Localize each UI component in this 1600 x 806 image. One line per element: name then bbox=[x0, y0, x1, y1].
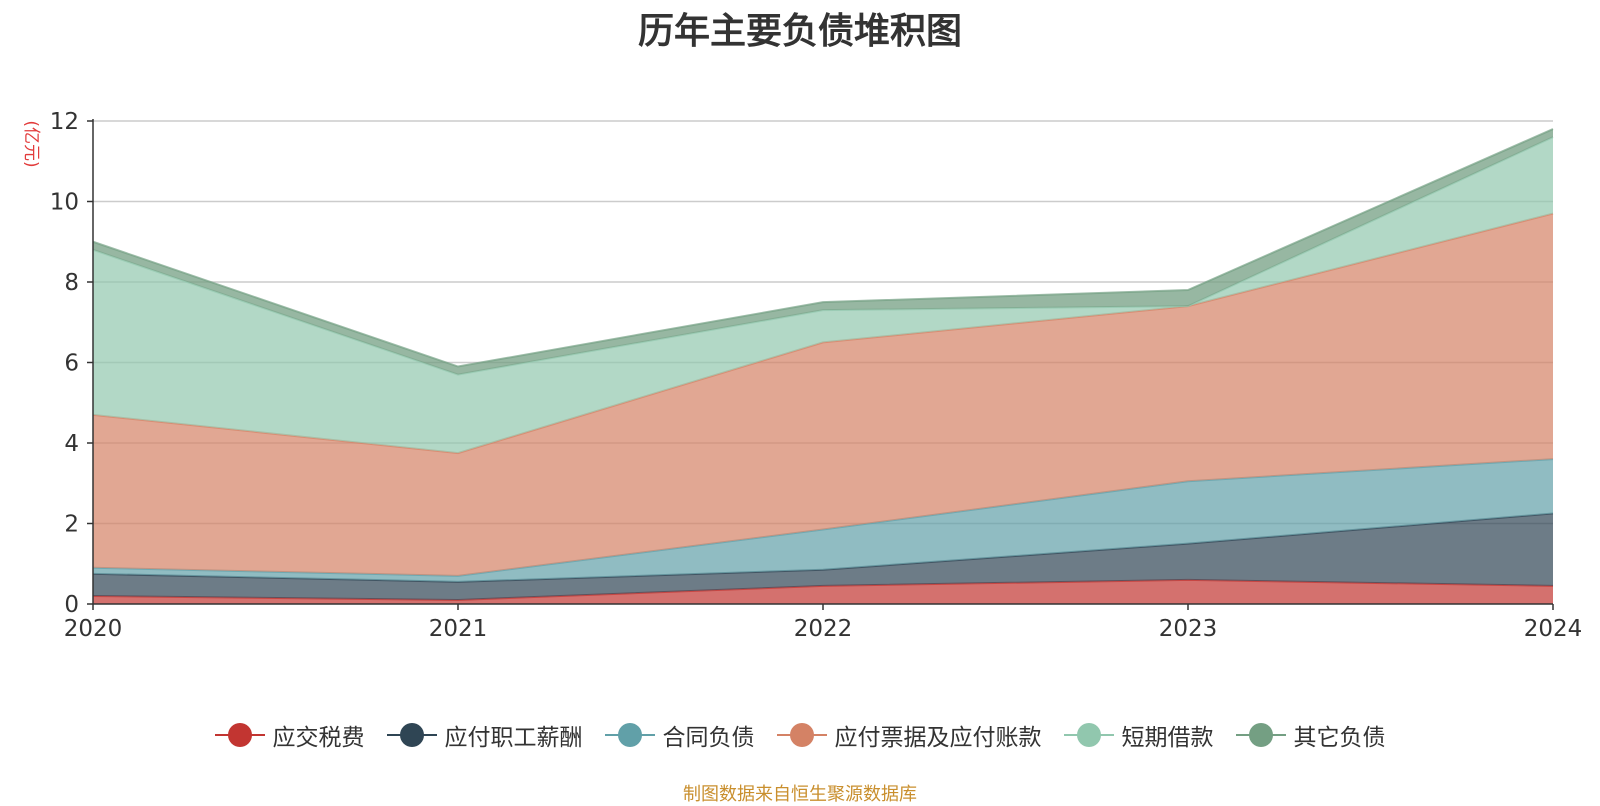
x-tick-label: 2020 bbox=[64, 616, 123, 642]
area-series-3 bbox=[93, 459, 1553, 582]
stacked-areas bbox=[92, 128, 1554, 604]
chart-title: 历年主要负债堆积图 bbox=[637, 11, 962, 52]
y-tick-label: 12 bbox=[50, 109, 79, 135]
y-tick-label: 4 bbox=[64, 431, 79, 457]
y-tick-label: 6 bbox=[64, 351, 79, 377]
legend-label: 应付票据及应付账款 bbox=[834, 725, 1042, 751]
data-source-note: 制图数据来自恒生聚源数据库 bbox=[683, 784, 917, 805]
legend-marker-icon bbox=[776, 723, 827, 747]
area-series-4 bbox=[93, 213, 1553, 576]
area-edge-series-6 bbox=[92, 128, 1554, 368]
y-tick-label: 2 bbox=[64, 512, 79, 538]
y-tick-label: 0 bbox=[64, 592, 79, 618]
legend-label: 应交税费 bbox=[272, 725, 365, 751]
legend-label: 合同负债 bbox=[662, 725, 755, 751]
legend-marker-icon bbox=[1235, 723, 1286, 747]
x-tick-label: 2021 bbox=[429, 616, 488, 642]
legend-item[interactable]: 应付票据及应付账款 bbox=[776, 718, 1042, 752]
axes: 0 2 4 6 8 10 12 2020 2021 2022 2023 2024 bbox=[50, 109, 1583, 642]
x-tick-label: 2024 bbox=[1524, 616, 1583, 642]
area-series-5 bbox=[93, 137, 1553, 454]
legend-item[interactable]: 合同负债 bbox=[604, 718, 755, 752]
legend-label: 短期借款 bbox=[1121, 725, 1214, 751]
legend-marker-icon bbox=[604, 723, 655, 747]
area-edge-series-1 bbox=[92, 578, 1554, 601]
legend-marker-icon bbox=[1063, 723, 1114, 747]
legend-label: 应付职工薪酬 bbox=[444, 725, 583, 751]
legend-item[interactable]: 短期借款 bbox=[1063, 718, 1214, 752]
legend: 应交税费 应付职工薪酬 合同负债 应付票据及应付账款 短期借款 其它负债 bbox=[0, 718, 1600, 752]
y-axis-unit-label: (亿元) bbox=[21, 120, 41, 167]
legend-label: 其它负债 bbox=[1293, 725, 1386, 751]
y-tick-label: 8 bbox=[64, 270, 79, 296]
y-tick-label: 10 bbox=[50, 190, 79, 216]
legend-item[interactable]: 应交税费 bbox=[214, 718, 365, 752]
legend-item[interactable]: 应付职工薪酬 bbox=[386, 718, 583, 752]
area-series-2 bbox=[93, 513, 1553, 600]
legend-marker-icon bbox=[214, 723, 265, 747]
area-series-1 bbox=[93, 579, 1553, 604]
x-tick-label: 2022 bbox=[794, 616, 853, 642]
legend-item[interactable]: 其它负债 bbox=[1235, 718, 1386, 752]
legend-marker-icon bbox=[386, 723, 437, 747]
x-tick-label: 2023 bbox=[1159, 616, 1218, 642]
